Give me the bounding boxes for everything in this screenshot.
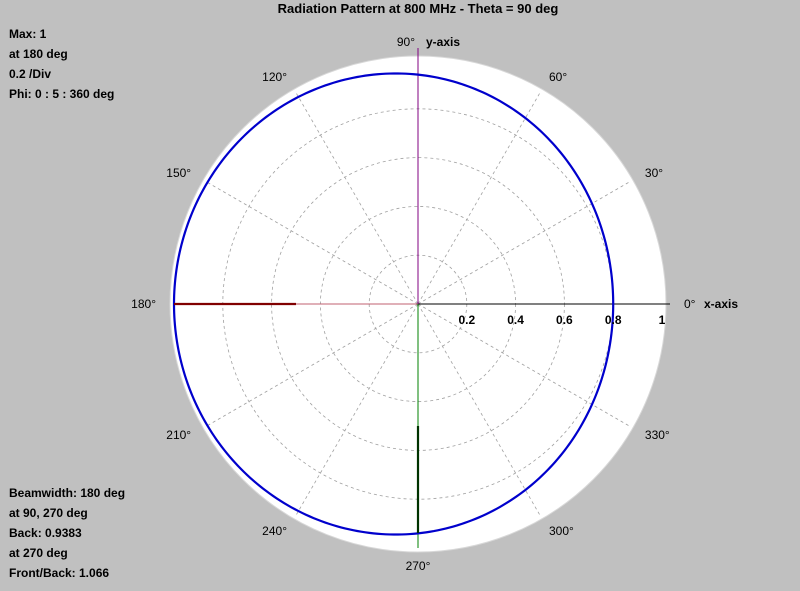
- chart-title: Radiation Pattern at 800 MHz - Theta = 9…: [278, 1, 559, 16]
- info-bottom-line: at 270 deg: [9, 546, 68, 560]
- r-tick-label: 0.4: [507, 313, 524, 327]
- angle-tick-label: 30°: [645, 166, 663, 180]
- grid-spoke: [417, 303, 541, 516]
- grid-spoke: [417, 181, 630, 305]
- angle-tick-label: 120°: [262, 70, 287, 84]
- r-tick-label: 0.6: [556, 313, 573, 327]
- info-bottom-block: Beamwidth: 180 deg at 90, 270 deg Back: 0.…: [9, 486, 125, 580]
- grid-spoke: [206, 181, 419, 305]
- angle-tick-label: 270°: [406, 559, 431, 573]
- info-top-line: 0.2 /Div: [9, 67, 51, 81]
- angle-tick-label: 90°: [397, 35, 415, 49]
- r-tick-label: 0.8: [605, 313, 622, 327]
- info-bottom-line: Beamwidth: 180 deg: [9, 486, 125, 500]
- angle-tick-label: 0°: [684, 297, 696, 311]
- grid-spoke: [295, 303, 419, 516]
- info-top-line: Max: 1: [9, 27, 47, 41]
- info-bottom-line: at 90, 270 deg: [9, 506, 88, 520]
- info-top-line: Phi: 0 : 5 : 360 deg: [9, 87, 114, 101]
- angle-tick-label: 330°: [645, 428, 670, 442]
- angle-tick-label: 60°: [549, 70, 567, 84]
- info-top-block: Max: 1 at 180 deg 0.2 /Div Phi: 0 : 5 : 360…: [9, 27, 114, 101]
- info-bottom-line: Back: 0.9383: [9, 526, 82, 540]
- grid-spoke: [206, 303, 419, 427]
- plot-area: 30° 60° 120° 150° 180° 210° 240° 270° 300° 330° 0°…: [131, 35, 738, 573]
- grid-spoke: [295, 92, 419, 305]
- angle-tick-label: 240°: [262, 524, 287, 538]
- angle-tick-label: 210°: [166, 428, 191, 442]
- info-bottom-line: Front/Back: 1.066: [9, 566, 109, 580]
- angle-tick-label: 300°: [549, 524, 574, 538]
- x-axis-label: x-axis: [704, 297, 738, 311]
- r-tick-label: 0.2: [458, 313, 475, 327]
- r-tick-label: 1: [659, 313, 666, 327]
- angle-tick-label: 150°: [166, 166, 191, 180]
- grid-spoke: [417, 303, 630, 427]
- angle-tick-label: 180°: [131, 297, 156, 311]
- grid-spoke: [417, 92, 541, 305]
- y-axis-label: y-axis: [426, 35, 460, 49]
- info-top-line: at 180 deg: [9, 47, 68, 61]
